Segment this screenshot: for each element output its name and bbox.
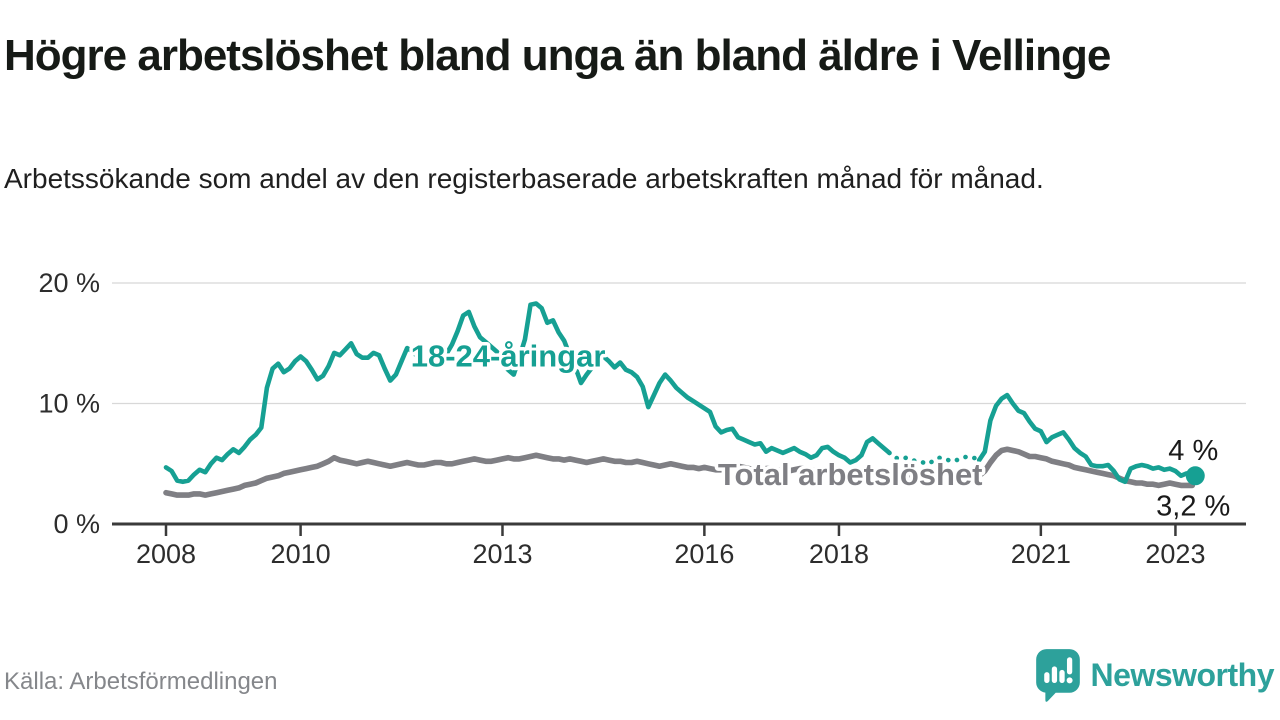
series-label: Total arbetslöshet [718, 457, 983, 492]
series-line [163, 446, 1196, 498]
series-line [163, 301, 892, 485]
source-note: Källa: Arbetsförmedlingen [4, 668, 278, 695]
end-value-label: 3,2 % [1156, 490, 1230, 522]
x-tick-label: 2021 [1011, 539, 1071, 569]
y-axis-label: 20 % [38, 268, 100, 298]
axes: 0 % 10 % 20 % 2008 2010 2013 2016 2018 2021 2023 [38, 268, 1246, 569]
x-tick-label: 2023 [1145, 539, 1205, 569]
newsworthy-logo: Newsworthy [1035, 648, 1275, 702]
series-lines [163, 301, 1205, 498]
series-line [976, 392, 1195, 485]
x-tick-label: 2016 [674, 539, 734, 569]
series-line-dotted [887, 450, 982, 467]
chart-labels: 3,2 % Total arbetslöshet 4 % 18-24-åringar [407, 335, 1230, 522]
y-axis-label: 10 % [38, 389, 100, 419]
x-tick-label: 2018 [809, 539, 869, 569]
gridlines [112, 282, 1246, 405]
chart-title: Högre arbetslöshet bland unga än bland ä… [4, 31, 1111, 80]
series-label: 18-24-åringar [411, 339, 606, 374]
series-end-dot [1185, 466, 1205, 486]
newsworthy-logo-text: Newsworthy [1090, 656, 1275, 693]
x-tick-label: 2013 [472, 539, 532, 569]
x-tick-label: 2010 [271, 539, 331, 569]
y-axis-label: 0 % [53, 509, 100, 539]
newsworthy-logo-icon [1035, 649, 1080, 702]
x-tick-label: 2008 [136, 539, 196, 569]
chart-subtitle: Arbetssökande som andel av den registerb… [4, 163, 1044, 194]
end-value-label: 4 % [1168, 435, 1218, 467]
